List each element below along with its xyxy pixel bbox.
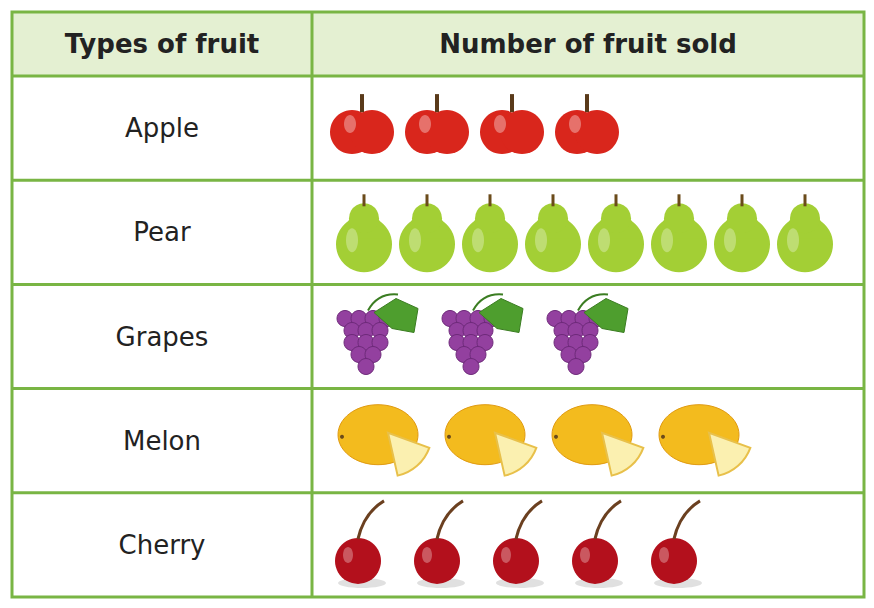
svg-text:Grapes: Grapes xyxy=(116,322,209,352)
svg-text:Apple: Apple xyxy=(125,113,199,143)
svg-text:Number of fruit sold: Number of fruit sold xyxy=(439,29,737,59)
svg-text:Types of fruit: Types of fruit xyxy=(65,29,260,59)
svg-text:Pear: Pear xyxy=(133,217,191,247)
svg-text:Melon: Melon xyxy=(123,426,201,456)
svg-text:Cherry: Cherry xyxy=(119,530,206,560)
